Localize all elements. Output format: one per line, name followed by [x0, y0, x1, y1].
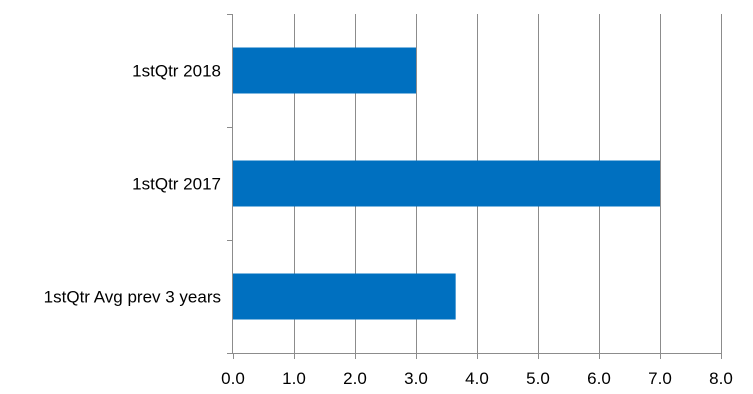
x-tick-label: 4.0 — [465, 369, 489, 388]
tick-labels: 0.0 1.0 2.0 3.0 4.0 5.0 6.0 7.0 8.0 1stQtr Avg pr… — [44, 62, 733, 389]
x-tick-label: 8.0 — [709, 369, 733, 388]
x-tick-label: 5.0 — [526, 369, 550, 388]
y-category-label: 1stQtr 2018 — [132, 62, 221, 81]
y-category-label: 1stQtr 2017 — [132, 175, 221, 194]
y-category-label: 1stQtr Avg prev 3 years — [44, 288, 221, 307]
x-tick-label: 0.0 — [221, 369, 245, 388]
bar-2 — [233, 47, 416, 94]
x-tick-label: 1.0 — [282, 369, 306, 388]
axes — [227, 14, 722, 359]
x-tick-label: 7.0 — [648, 369, 672, 388]
x-tick-label: 6.0 — [587, 369, 611, 388]
x-tick-label: 3.0 — [404, 369, 428, 388]
bar-1 — [233, 160, 660, 207]
x-tick-label: 2.0 — [343, 369, 367, 388]
bars — [233, 47, 660, 320]
bar-0 — [233, 273, 456, 320]
